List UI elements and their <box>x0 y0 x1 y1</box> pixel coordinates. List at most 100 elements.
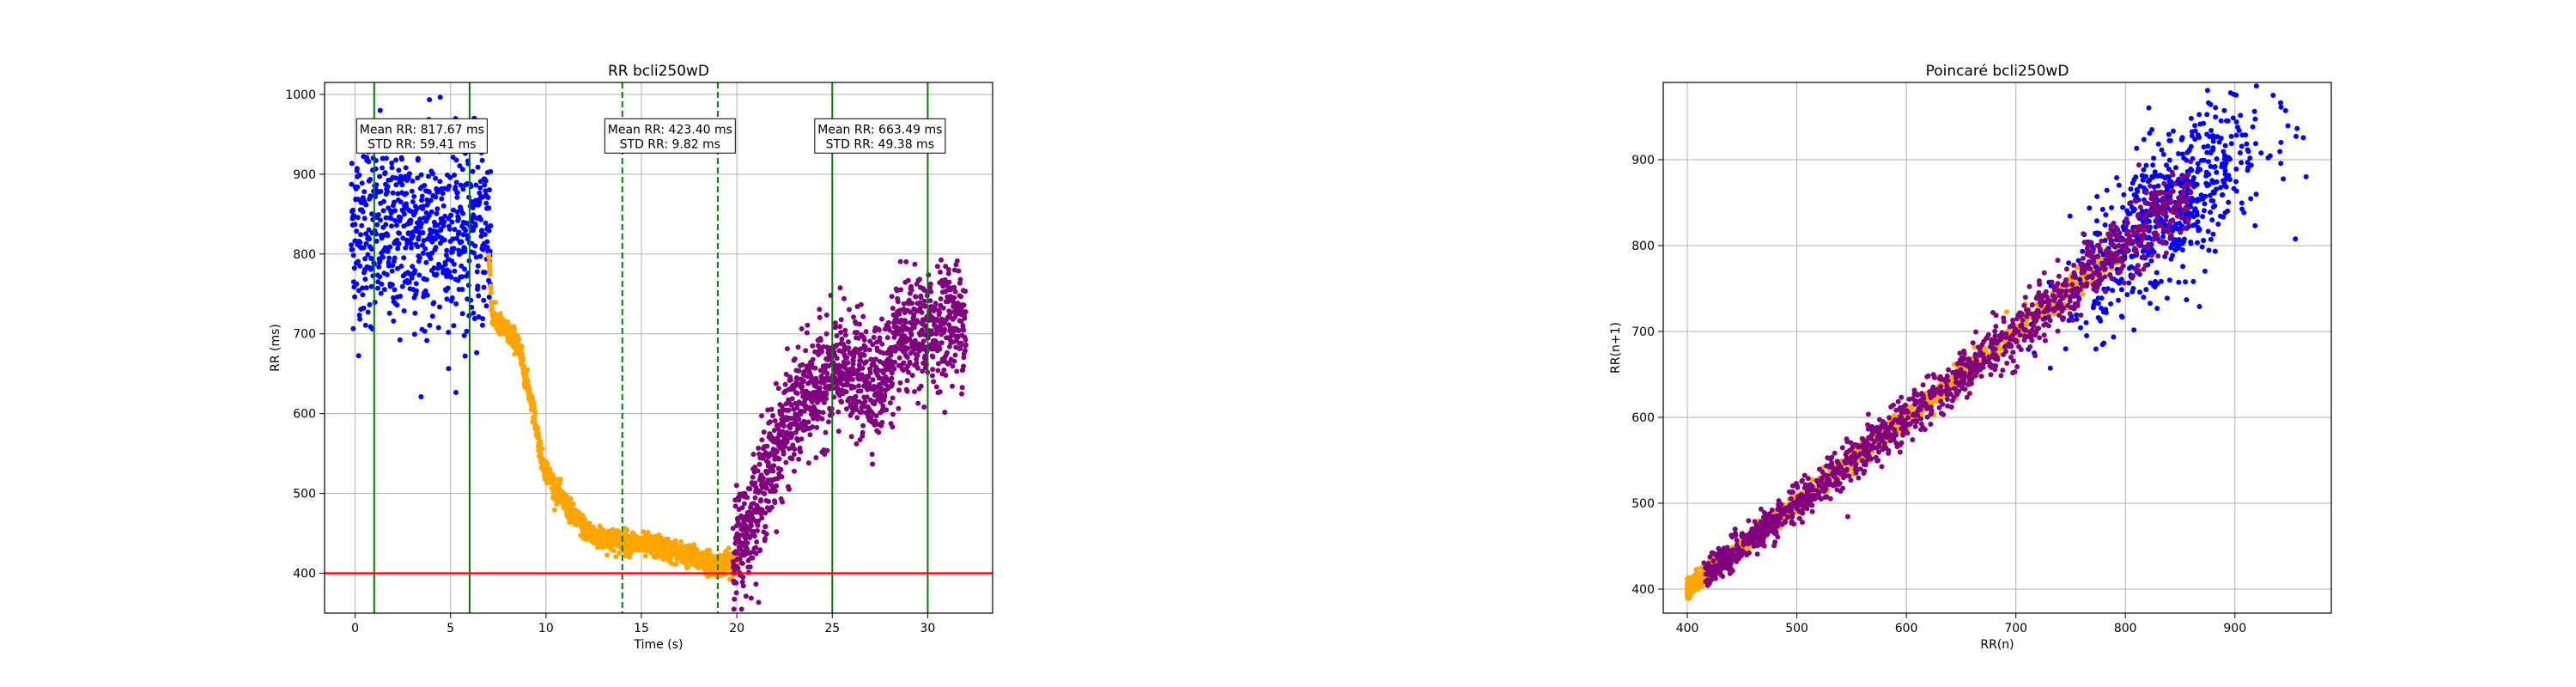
rr-point <box>941 367 947 373</box>
rr-point <box>415 155 421 161</box>
rr-point <box>380 254 386 260</box>
rr-point <box>459 311 465 317</box>
rr-point <box>472 222 478 228</box>
rr-point <box>359 222 365 228</box>
rr-point <box>355 184 361 190</box>
rr-point <box>459 287 465 292</box>
rr-point <box>961 327 967 333</box>
poincare-point <box>2108 301 2114 307</box>
rr-point <box>387 244 393 250</box>
rr-point <box>774 449 780 454</box>
rr-point <box>487 271 493 277</box>
rr-point <box>760 479 766 484</box>
rr-point <box>386 310 392 316</box>
rr-point <box>432 236 438 242</box>
rr-point <box>943 373 949 378</box>
rr-point <box>786 407 792 413</box>
rr-point <box>383 222 389 228</box>
rr-point <box>446 330 452 335</box>
rr-point <box>952 289 958 295</box>
rr-point <box>380 165 386 171</box>
rr-point <box>397 337 403 343</box>
rr-point <box>742 490 748 496</box>
rr-point <box>954 258 960 264</box>
poincare-point <box>2099 342 2105 348</box>
rr-point <box>427 97 433 103</box>
rr-point <box>516 337 522 343</box>
rr-point <box>433 175 439 181</box>
rr-point <box>744 540 750 546</box>
rr-point <box>823 331 829 337</box>
rr-point <box>453 390 459 395</box>
rr-point <box>355 215 361 221</box>
rr-point <box>756 445 762 451</box>
rr-point <box>462 266 467 272</box>
rr-point <box>951 358 957 364</box>
rr-point <box>817 314 823 320</box>
rr-point <box>921 404 927 410</box>
rr-point <box>447 183 453 189</box>
rr-point <box>481 284 487 290</box>
rr-point <box>378 290 384 296</box>
rr-point <box>767 419 773 425</box>
rr-point <box>568 495 574 502</box>
rr-point <box>834 356 840 362</box>
rr-point <box>440 191 446 197</box>
rr-point <box>769 504 775 510</box>
rr-point <box>610 526 616 532</box>
rr-point <box>449 219 455 225</box>
rr-point <box>355 258 361 264</box>
rr-point <box>424 337 430 344</box>
rr-point <box>861 352 867 358</box>
poincare-point <box>2074 312 2080 318</box>
rr-point <box>732 596 738 602</box>
poincare-point <box>2131 327 2137 333</box>
annotation-std: STD RR: 49.38 ms <box>826 137 934 151</box>
rr-point <box>428 209 434 215</box>
rr-point <box>375 285 380 291</box>
rr-point <box>449 295 455 301</box>
rr-point <box>434 206 440 212</box>
poincare-point <box>2067 213 2073 219</box>
rr-point <box>847 307 852 313</box>
rr-point <box>440 203 447 209</box>
rr-point <box>505 319 511 325</box>
rr-point <box>403 165 409 171</box>
rr-point <box>429 313 435 319</box>
rr-point <box>945 350 950 356</box>
rr-point <box>762 536 768 542</box>
rr-point <box>385 233 391 239</box>
poincare-point <box>2243 132 2249 138</box>
rr-point <box>771 463 777 469</box>
rr-point <box>854 441 860 447</box>
rr-point <box>586 520 592 526</box>
rr-point <box>920 338 927 344</box>
rr-point <box>963 289 969 295</box>
poincare-point <box>2239 200 2245 206</box>
rr-point <box>435 325 441 331</box>
rr-point <box>412 268 418 273</box>
rr-point <box>512 326 518 332</box>
rr-point <box>918 383 924 389</box>
rr-point <box>442 262 448 267</box>
rr-point <box>789 456 795 462</box>
rr-point <box>374 238 380 244</box>
rr-point <box>477 185 483 191</box>
rr-point <box>951 295 957 301</box>
poincare-point <box>2204 112 2210 118</box>
poincare-point <box>2179 247 2185 252</box>
rr-point <box>774 529 780 535</box>
rr-point <box>739 561 745 566</box>
rr-point <box>451 207 456 213</box>
rr-point <box>471 250 477 256</box>
poincare-point <box>2208 210 2214 216</box>
rr-point <box>351 265 357 271</box>
rr-point <box>389 160 395 166</box>
rr-point <box>427 322 433 328</box>
rr-point <box>473 182 479 188</box>
rr-point <box>807 432 813 438</box>
rr-point <box>478 216 483 222</box>
rr-point <box>365 252 371 258</box>
rr-point <box>962 315 968 321</box>
rr-point <box>766 499 771 504</box>
